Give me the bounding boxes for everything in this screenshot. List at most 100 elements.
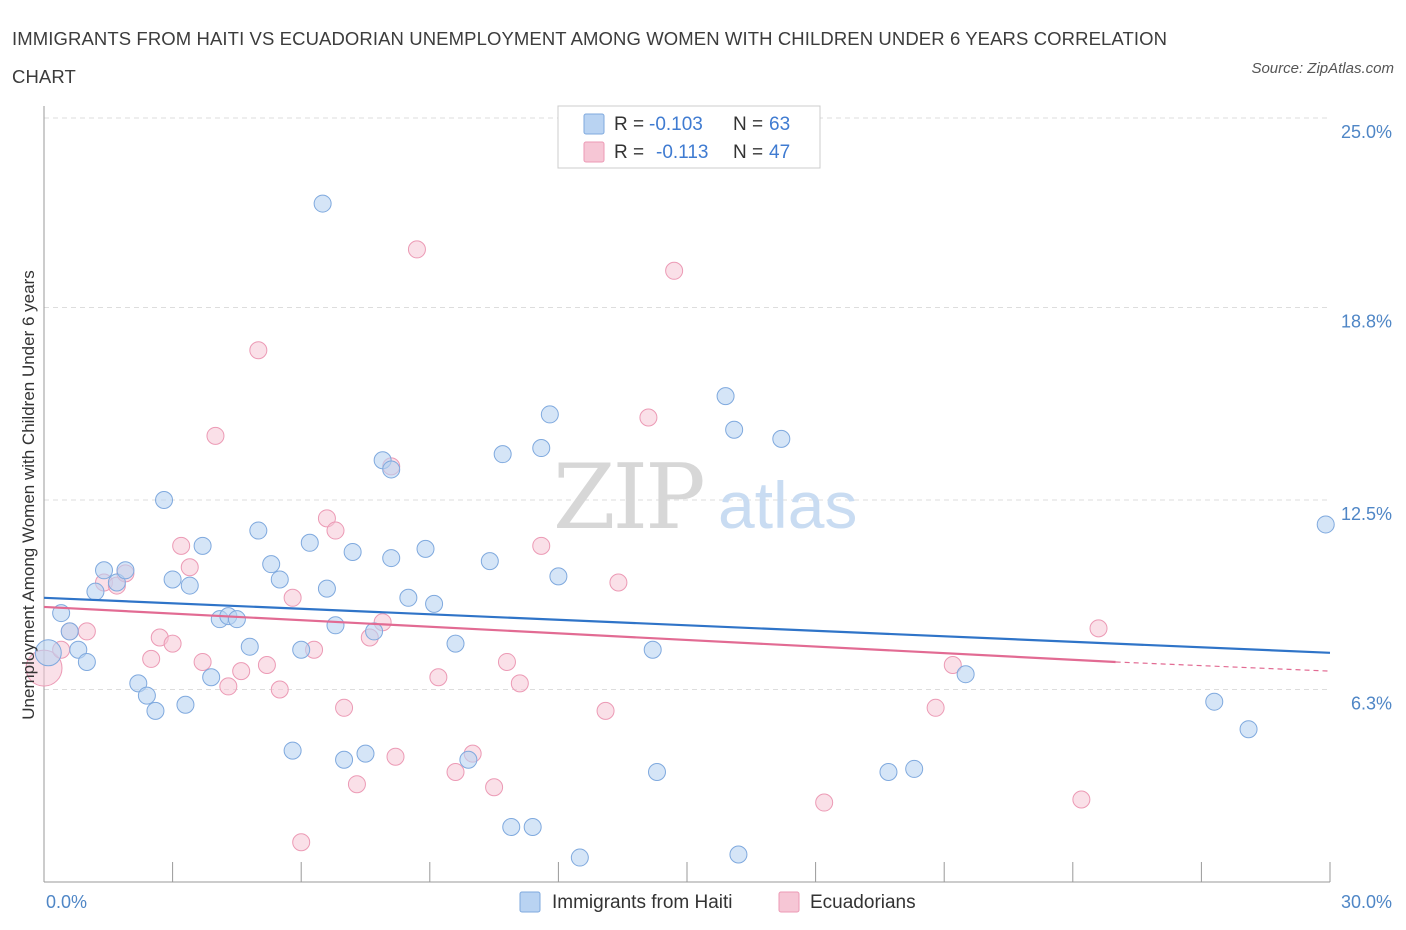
bottom-legend-ecu: Ecuadorians bbox=[810, 892, 916, 913]
ecuadorians-point bbox=[317, 509, 336, 528]
legend-swatch-ecu bbox=[583, 141, 605, 163]
ecuadorians-point bbox=[815, 793, 834, 812]
haiti-point bbox=[240, 637, 259, 656]
ecuadorians-point bbox=[172, 536, 191, 555]
ecuadorians-point bbox=[292, 833, 311, 852]
haiti-point bbox=[523, 817, 542, 836]
chart-title: IMMIGRANTS FROM HAITI VS ECUADORIAN UNEM… bbox=[12, 28, 1168, 87]
haiti-point bbox=[34, 639, 62, 667]
axes bbox=[43, 106, 1331, 883]
ecuadorians-point bbox=[219, 677, 238, 696]
haiti-point bbox=[95, 561, 114, 580]
haiti-point bbox=[300, 533, 319, 552]
haiti-point bbox=[313, 194, 332, 213]
haiti-point bbox=[227, 610, 246, 629]
ecuadorians-point bbox=[943, 656, 962, 675]
bottom-legend-swatch-haiti bbox=[519, 891, 541, 913]
grid-lines bbox=[44, 117, 1330, 690]
haiti-point bbox=[270, 570, 289, 589]
haiti-point bbox=[1239, 720, 1258, 739]
legend-r-label: R = bbox=[614, 114, 644, 135]
haiti-point bbox=[180, 576, 199, 595]
haiti-point bbox=[202, 668, 221, 687]
ecuadorians-point bbox=[665, 261, 684, 280]
bottom-legend-haiti: Immigrants from Haiti bbox=[552, 892, 733, 913]
haiti-point bbox=[1205, 692, 1224, 711]
ecuadorians-point bbox=[609, 573, 628, 592]
ecuadorians-point bbox=[1072, 790, 1091, 809]
legend-n-label: N = bbox=[733, 142, 763, 163]
ecuadorians-point bbox=[926, 698, 945, 717]
legend-r-value: -0.103 bbox=[649, 114, 703, 135]
bottom-legend-swatch-ecu bbox=[778, 891, 800, 913]
trend-lines bbox=[43, 596, 1331, 672]
haiti-point bbox=[77, 652, 96, 671]
haiti-point bbox=[399, 588, 418, 607]
haiti-point bbox=[116, 561, 135, 580]
ecuadorians-point bbox=[596, 701, 615, 720]
haiti-point bbox=[326, 616, 345, 635]
legend-n-value: 63 bbox=[769, 114, 790, 135]
legend-n-value: 47 bbox=[769, 142, 790, 163]
haiti-point bbox=[193, 536, 212, 555]
ecuadorians-point bbox=[532, 536, 551, 555]
haiti-point bbox=[459, 750, 478, 769]
haiti-trend-line bbox=[43, 596, 1331, 654]
haiti-point bbox=[502, 817, 521, 836]
y-tick-label: 6.3% bbox=[1351, 693, 1392, 713]
tick-labels: 6.3% 12.5% 18.8% 25.0% 0.0% 30.0% bbox=[46, 122, 1392, 912]
haiti-point bbox=[249, 521, 268, 540]
y-tick-label: 12.5% bbox=[1341, 504, 1392, 524]
haiti-point bbox=[879, 762, 898, 781]
ecuadorians-point bbox=[485, 778, 504, 797]
haiti-point bbox=[283, 741, 302, 760]
watermark-atlas: atlas bbox=[718, 468, 857, 542]
haiti-point bbox=[69, 640, 88, 659]
haiti-point bbox=[317, 579, 336, 598]
haiti-point bbox=[155, 491, 174, 509]
haiti-point bbox=[772, 429, 791, 448]
haiti-point bbox=[107, 573, 126, 592]
ecuadorians-point bbox=[283, 588, 302, 607]
ecuadorians-point bbox=[163, 634, 182, 653]
ecuadorians-point bbox=[249, 341, 268, 360]
haiti-point bbox=[335, 750, 354, 769]
haiti-point bbox=[729, 845, 748, 864]
legend-box: R = -0.103 N = 63 R = -0.113 N = 47 bbox=[557, 105, 821, 169]
haiti-point bbox=[905, 759, 924, 778]
haiti-point bbox=[416, 539, 435, 558]
legend-r-value: -0.113 bbox=[656, 142, 708, 163]
legend-n-label: N = bbox=[733, 114, 763, 135]
ecuadorians-point bbox=[407, 240, 426, 259]
ecuadorians-point bbox=[510, 674, 529, 693]
haiti-point bbox=[725, 420, 744, 439]
haiti-point bbox=[570, 848, 589, 867]
ecuadorians-point bbox=[429, 668, 448, 687]
haiti-point bbox=[176, 695, 195, 714]
legend-swatch-haiti bbox=[583, 113, 605, 135]
ecuadorians-point bbox=[180, 558, 199, 577]
y-tick-label: 18.8% bbox=[1341, 311, 1392, 331]
ecuadorians-point bbox=[77, 622, 96, 641]
ecuadorians-point bbox=[386, 747, 405, 766]
chart-source: Source: ZipAtlas.com bbox=[1251, 60, 1394, 77]
haiti-point bbox=[262, 555, 281, 574]
y-axis-label: Unemployment Among Women with Children U… bbox=[19, 270, 38, 719]
ecuadorians-point bbox=[142, 649, 161, 668]
haiti-point bbox=[356, 744, 375, 763]
watermark: ZIP atlas bbox=[553, 445, 857, 550]
haiti-point bbox=[365, 622, 384, 641]
haiti-point bbox=[643, 640, 662, 659]
haiti-point bbox=[716, 387, 735, 406]
ecuadorians-point bbox=[257, 656, 276, 675]
haiti-point bbox=[425, 594, 444, 613]
ecuadorians-point bbox=[1089, 619, 1108, 638]
haiti-point bbox=[1316, 515, 1335, 534]
ecuadorians-point bbox=[639, 408, 658, 427]
ecuadorians-point bbox=[497, 652, 516, 671]
legend-r-label: R = bbox=[614, 142, 644, 163]
x-tick-label: 30.0% bbox=[1341, 892, 1392, 912]
haiti-point bbox=[446, 634, 465, 653]
ecuadorians-point bbox=[335, 698, 354, 717]
